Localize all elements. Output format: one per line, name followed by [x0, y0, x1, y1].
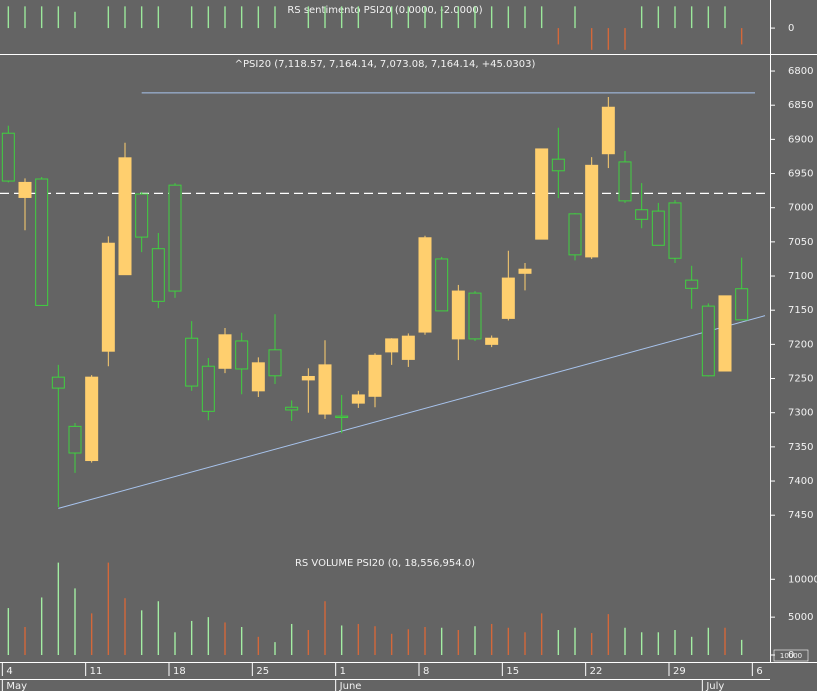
- candle-body: [201, 365, 215, 412]
- y-tick-label: 5000: [788, 612, 813, 623]
- candle-body: [418, 237, 432, 333]
- x-tick-label: 22: [590, 666, 603, 677]
- candle-body: [318, 364, 332, 415]
- y-tick-label: 7350: [788, 442, 813, 453]
- candle-body: [735, 288, 749, 321]
- candle-body: [651, 210, 665, 246]
- candle-body: [551, 158, 565, 172]
- y-tick-label: 6850: [788, 100, 813, 111]
- candle-body: [235, 340, 249, 370]
- candle-body: [485, 337, 499, 345]
- x-tick-label: 6: [756, 666, 762, 677]
- y-tick-label: 7200: [788, 339, 813, 350]
- y-tick-label: 7300: [788, 408, 813, 419]
- candle-body: [718, 295, 732, 372]
- y-tick-label: 7250: [788, 374, 813, 385]
- y-tick-label: 10000: [788, 574, 817, 585]
- trendline: [58, 315, 766, 509]
- candle-body: [301, 375, 315, 381]
- candle-body: [285, 406, 299, 411]
- y-tick-label: 0: [788, 23, 794, 34]
- y-tick-label: 7050: [788, 237, 813, 248]
- candle-body: [701, 305, 715, 377]
- month-label: July: [705, 681, 724, 691]
- candle-body: [51, 376, 65, 389]
- candle-body: [185, 337, 199, 387]
- candle-body: [268, 349, 282, 377]
- x-tick-label: 1: [340, 666, 346, 677]
- y-tick-label: 7100: [788, 271, 813, 282]
- candle-body: [685, 279, 699, 289]
- x-tick-label: 8: [423, 666, 429, 677]
- candle-body: [118, 157, 132, 276]
- candle-body: [18, 181, 32, 198]
- y-tick-label: 6800: [788, 66, 813, 77]
- candle-body: [568, 213, 582, 256]
- candle-body: [618, 161, 632, 202]
- candle-body: [401, 335, 415, 360]
- candle-body: [251, 362, 265, 392]
- candle-body: [218, 334, 232, 369]
- candle-body: [368, 354, 382, 397]
- candle-body: [35, 178, 49, 306]
- y-tick-label: 7000: [788, 203, 813, 214]
- volume-title: RS VOLUME PSI20 (0, 18,556,954.0): [295, 558, 475, 569]
- month-label: May: [6, 681, 27, 691]
- y-tick-label: 0: [788, 650, 794, 661]
- candle-body: [151, 248, 165, 302]
- volume-unit: 10000: [780, 652, 802, 660]
- candle-body: [585, 164, 599, 258]
- candle-body: [168, 184, 182, 292]
- x-tick-label: 25: [256, 666, 269, 677]
- candle-body: [501, 277, 515, 319]
- candle-body: [385, 338, 399, 353]
- x-tick-label: 11: [90, 666, 103, 677]
- candle-body: [601, 106, 615, 155]
- x-tick-label: 4: [6, 666, 12, 677]
- candle-body: [451, 290, 465, 340]
- y-tick-label: 6900: [788, 134, 813, 145]
- candle-body: [335, 415, 349, 418]
- price-title: ^PSI20 (7,118.57, 7,164.14, 7,073.08, 7,…: [235, 59, 536, 70]
- candle-body: [635, 209, 649, 220]
- x-tick-label: 18: [173, 666, 186, 677]
- candle-body: [101, 242, 115, 352]
- candle-body: [351, 394, 365, 404]
- candle-body: [468, 292, 482, 340]
- x-tick-label: 29: [673, 666, 686, 677]
- candle-body: [68, 425, 82, 454]
- candle-body: [1, 132, 15, 182]
- candle-body: [535, 148, 549, 240]
- candle-body: [518, 268, 532, 274]
- month-label: June: [339, 681, 362, 691]
- y-tick-label: 6950: [788, 169, 813, 180]
- candle-body: [135, 193, 149, 238]
- sentiment-title: RS sentimento PSI20 (0.0000, -2.0000): [287, 5, 482, 16]
- y-tick-label: 7150: [788, 305, 813, 316]
- candle-body: [85, 376, 99, 462]
- x-tick-label: 15: [506, 666, 519, 677]
- candle-body: [435, 258, 449, 312]
- y-tick-label: 7450: [788, 510, 813, 521]
- candle-body: [668, 202, 682, 259]
- y-tick-label: 7400: [788, 476, 813, 487]
